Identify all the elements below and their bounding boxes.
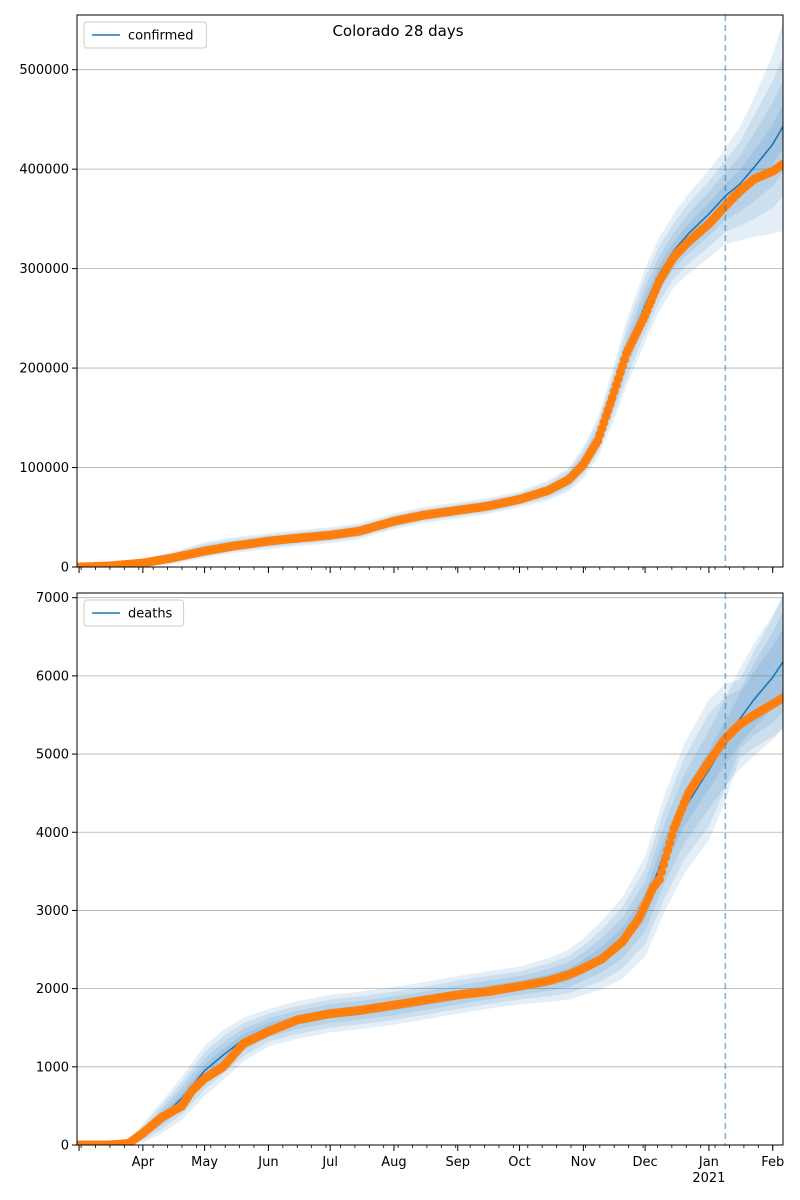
y-tick-label: 200000 [19,362,69,377]
axes-frame [76,14,784,568]
confidence-band [79,629,783,1145]
fit-line [79,661,783,1145]
deaths-panel: 0 1000 2000 3000 4000 5000 6000 7000 Apr May Jun Ju… [36,591,784,1186]
x-tick-label: Jul [321,1155,338,1170]
legend: deaths [83,599,185,627]
y-tick-label: 400000 [19,163,69,178]
y-tick-label: 1000 [36,1060,69,1075]
legend: confirmed [83,21,207,49]
legend-label: deaths [128,607,173,622]
legend-box [83,599,185,627]
confidence-band [79,611,783,1145]
legend-label: confirmed [128,29,194,44]
observed-point [655,874,664,884]
y-tick-label: 5000 [36,748,69,763]
y-tick-label: 3000 [36,904,69,919]
x-tick-label: Jun [257,1155,278,1170]
y-tick-label: 6000 [36,669,69,684]
observed-point [661,852,671,862]
observed-point [657,867,667,877]
confidence-band [79,22,783,567]
observed-point [778,693,783,703]
confirmed-panel: 0 100000 200000 300000 400000 500000 confirmed [19,14,784,576]
confidence-band [79,56,783,567]
x-tick-label: Oct [508,1155,530,1170]
y-tick-label: 2000 [36,982,69,997]
y-tick-label: 4000 [36,826,69,841]
observed-point [663,845,673,855]
x-tick-label: Apr [132,1155,155,1170]
confidence-band [79,80,783,567]
legend-box [83,21,207,49]
x-tick-label: Feb [761,1155,784,1170]
x-tick-label: Nov [571,1155,597,1170]
y-tick-label: 7000 [36,591,69,606]
confidence-band [79,104,783,567]
y-tick-label: 300000 [19,262,69,277]
y-tick-label: 500000 [19,63,69,78]
x-tick-label: Dec [633,1155,658,1170]
observed-point [778,159,783,169]
fit-line [79,126,783,567]
x-tick-label: Jan 2021 [692,1155,725,1186]
x-tick-label: Aug [381,1155,406,1170]
axes-frame [76,592,784,1146]
observed-point [659,860,669,870]
x-tick-label: May [191,1155,218,1170]
y-tick-label: 0 [61,561,69,576]
observed-point [667,831,677,841]
observed-point [665,838,675,848]
y-tick-label: 0 [61,1139,69,1154]
figure-title: Colorado 28 days [332,22,463,40]
confidence-band [79,595,783,1145]
x-tick-label: Sep [446,1155,471,1170]
y-tick-label: 100000 [19,461,69,476]
